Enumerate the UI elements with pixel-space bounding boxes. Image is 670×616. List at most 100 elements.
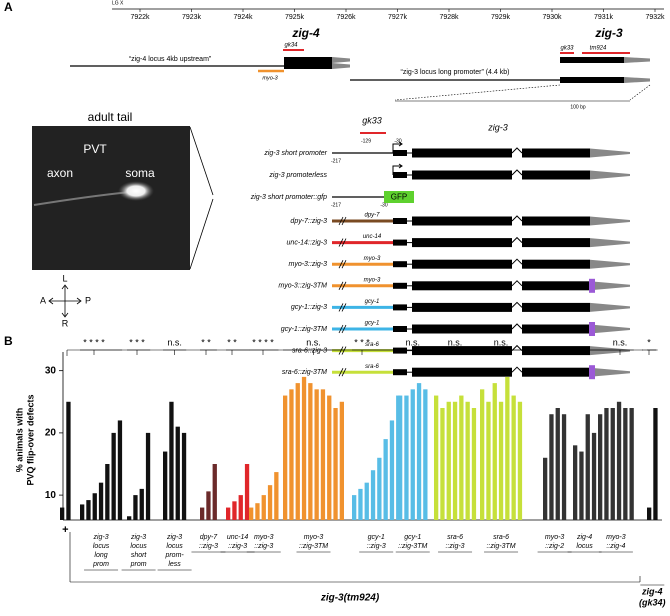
allele-label: gk34 [284,43,298,49]
tm-domain [589,365,595,380]
gene [560,77,624,83]
group-label: locus [166,543,183,550]
exon [412,148,512,158]
bar [498,401,504,520]
gfp-box [384,191,414,203]
bar [333,408,338,520]
group-label: sra-6 [447,534,463,541]
utr [590,367,630,377]
ruler-label: 7923k [182,14,202,21]
region-label: “zig-4 locus 4kb upstream” [129,56,212,63]
exon [412,324,512,334]
exon [522,170,590,180]
tm-domain [589,278,595,293]
bar [200,507,205,520]
intron [511,258,523,265]
exon [412,367,512,377]
promoter-label: gcy-1 [365,299,380,305]
construct-label: gcy-1::zig-3TM [281,326,327,333]
intron [511,323,523,330]
y-tick-label: 30 [45,365,57,376]
significance: * * * * [252,337,274,347]
promoter-label: sra-6 [365,342,379,348]
break-mark [338,346,347,355]
group-label: less [168,561,181,568]
construct-label: myo-3::zig-3TM [278,283,327,290]
group-label: unc-14 [227,534,249,541]
significance: n.s. [167,337,182,347]
group-label: sra-6 [493,534,509,541]
y-tick-label: 20 [45,428,57,439]
construct-label: myo-3::zig-3 [288,261,327,268]
group-label: ::zig-3 [254,543,273,550]
bar [543,457,548,520]
bar [517,401,523,520]
bar [145,432,151,520]
bar [295,383,300,520]
significance: n.s. [448,337,463,347]
zoom-line [394,84,561,101]
bar [139,488,144,520]
significance: n.s. [405,337,420,347]
bar [289,389,294,520]
intron [511,147,523,154]
bar [370,470,376,520]
bar [175,426,180,520]
bar [327,395,332,520]
bar [446,401,451,520]
intron [511,344,523,351]
exon [412,302,512,312]
bar [492,383,497,520]
bar [181,432,187,520]
bar [163,451,168,520]
intron [511,215,523,222]
bar [364,482,369,520]
group-label: locus [93,543,110,550]
bar [416,383,422,520]
bar [434,395,439,520]
compass [48,284,82,318]
group-label: zig-3 [166,534,182,541]
chromosome: LG X [112,0,124,6]
bar [389,420,395,520]
bar [255,503,260,520]
significance: * * [227,337,237,347]
region-label: “zig-3 locus long promoter” (4.4 kb) [401,69,510,76]
promoter-label: gcy-1 [365,321,380,327]
bar [561,414,567,520]
bar [555,408,560,520]
significance: * * [201,337,211,347]
bar [226,507,231,520]
group-label: zig-3 [92,534,108,541]
group-label: dpy-7 [200,534,219,541]
intron [511,169,523,176]
exon [522,148,590,158]
gene-end [624,77,650,83]
bar [505,376,510,520]
bar [249,507,254,520]
allele-label: tm924 [590,46,607,52]
ruler-label: 7925k [285,14,305,21]
tm-domain [589,322,595,336]
group-label: ::zig-3TM [299,543,328,550]
image-label: axon [47,166,73,180]
bar [352,495,357,520]
image-label: PVT [83,142,107,156]
bar [169,401,174,520]
exon [393,150,407,156]
bar [66,401,71,520]
intron [511,366,523,373]
exon [412,170,512,180]
bar [60,507,65,520]
bar [629,408,634,520]
y-axis-label: % animals with [14,408,24,473]
ruler-label: 7929k [491,14,511,21]
compass-label: R [62,318,69,328]
utr [590,216,630,226]
bar [423,389,428,520]
bar [206,491,211,520]
bar [377,457,382,520]
tss-arrow [392,141,403,153]
ruler-label: 7922k [130,14,150,21]
bar [308,383,313,520]
